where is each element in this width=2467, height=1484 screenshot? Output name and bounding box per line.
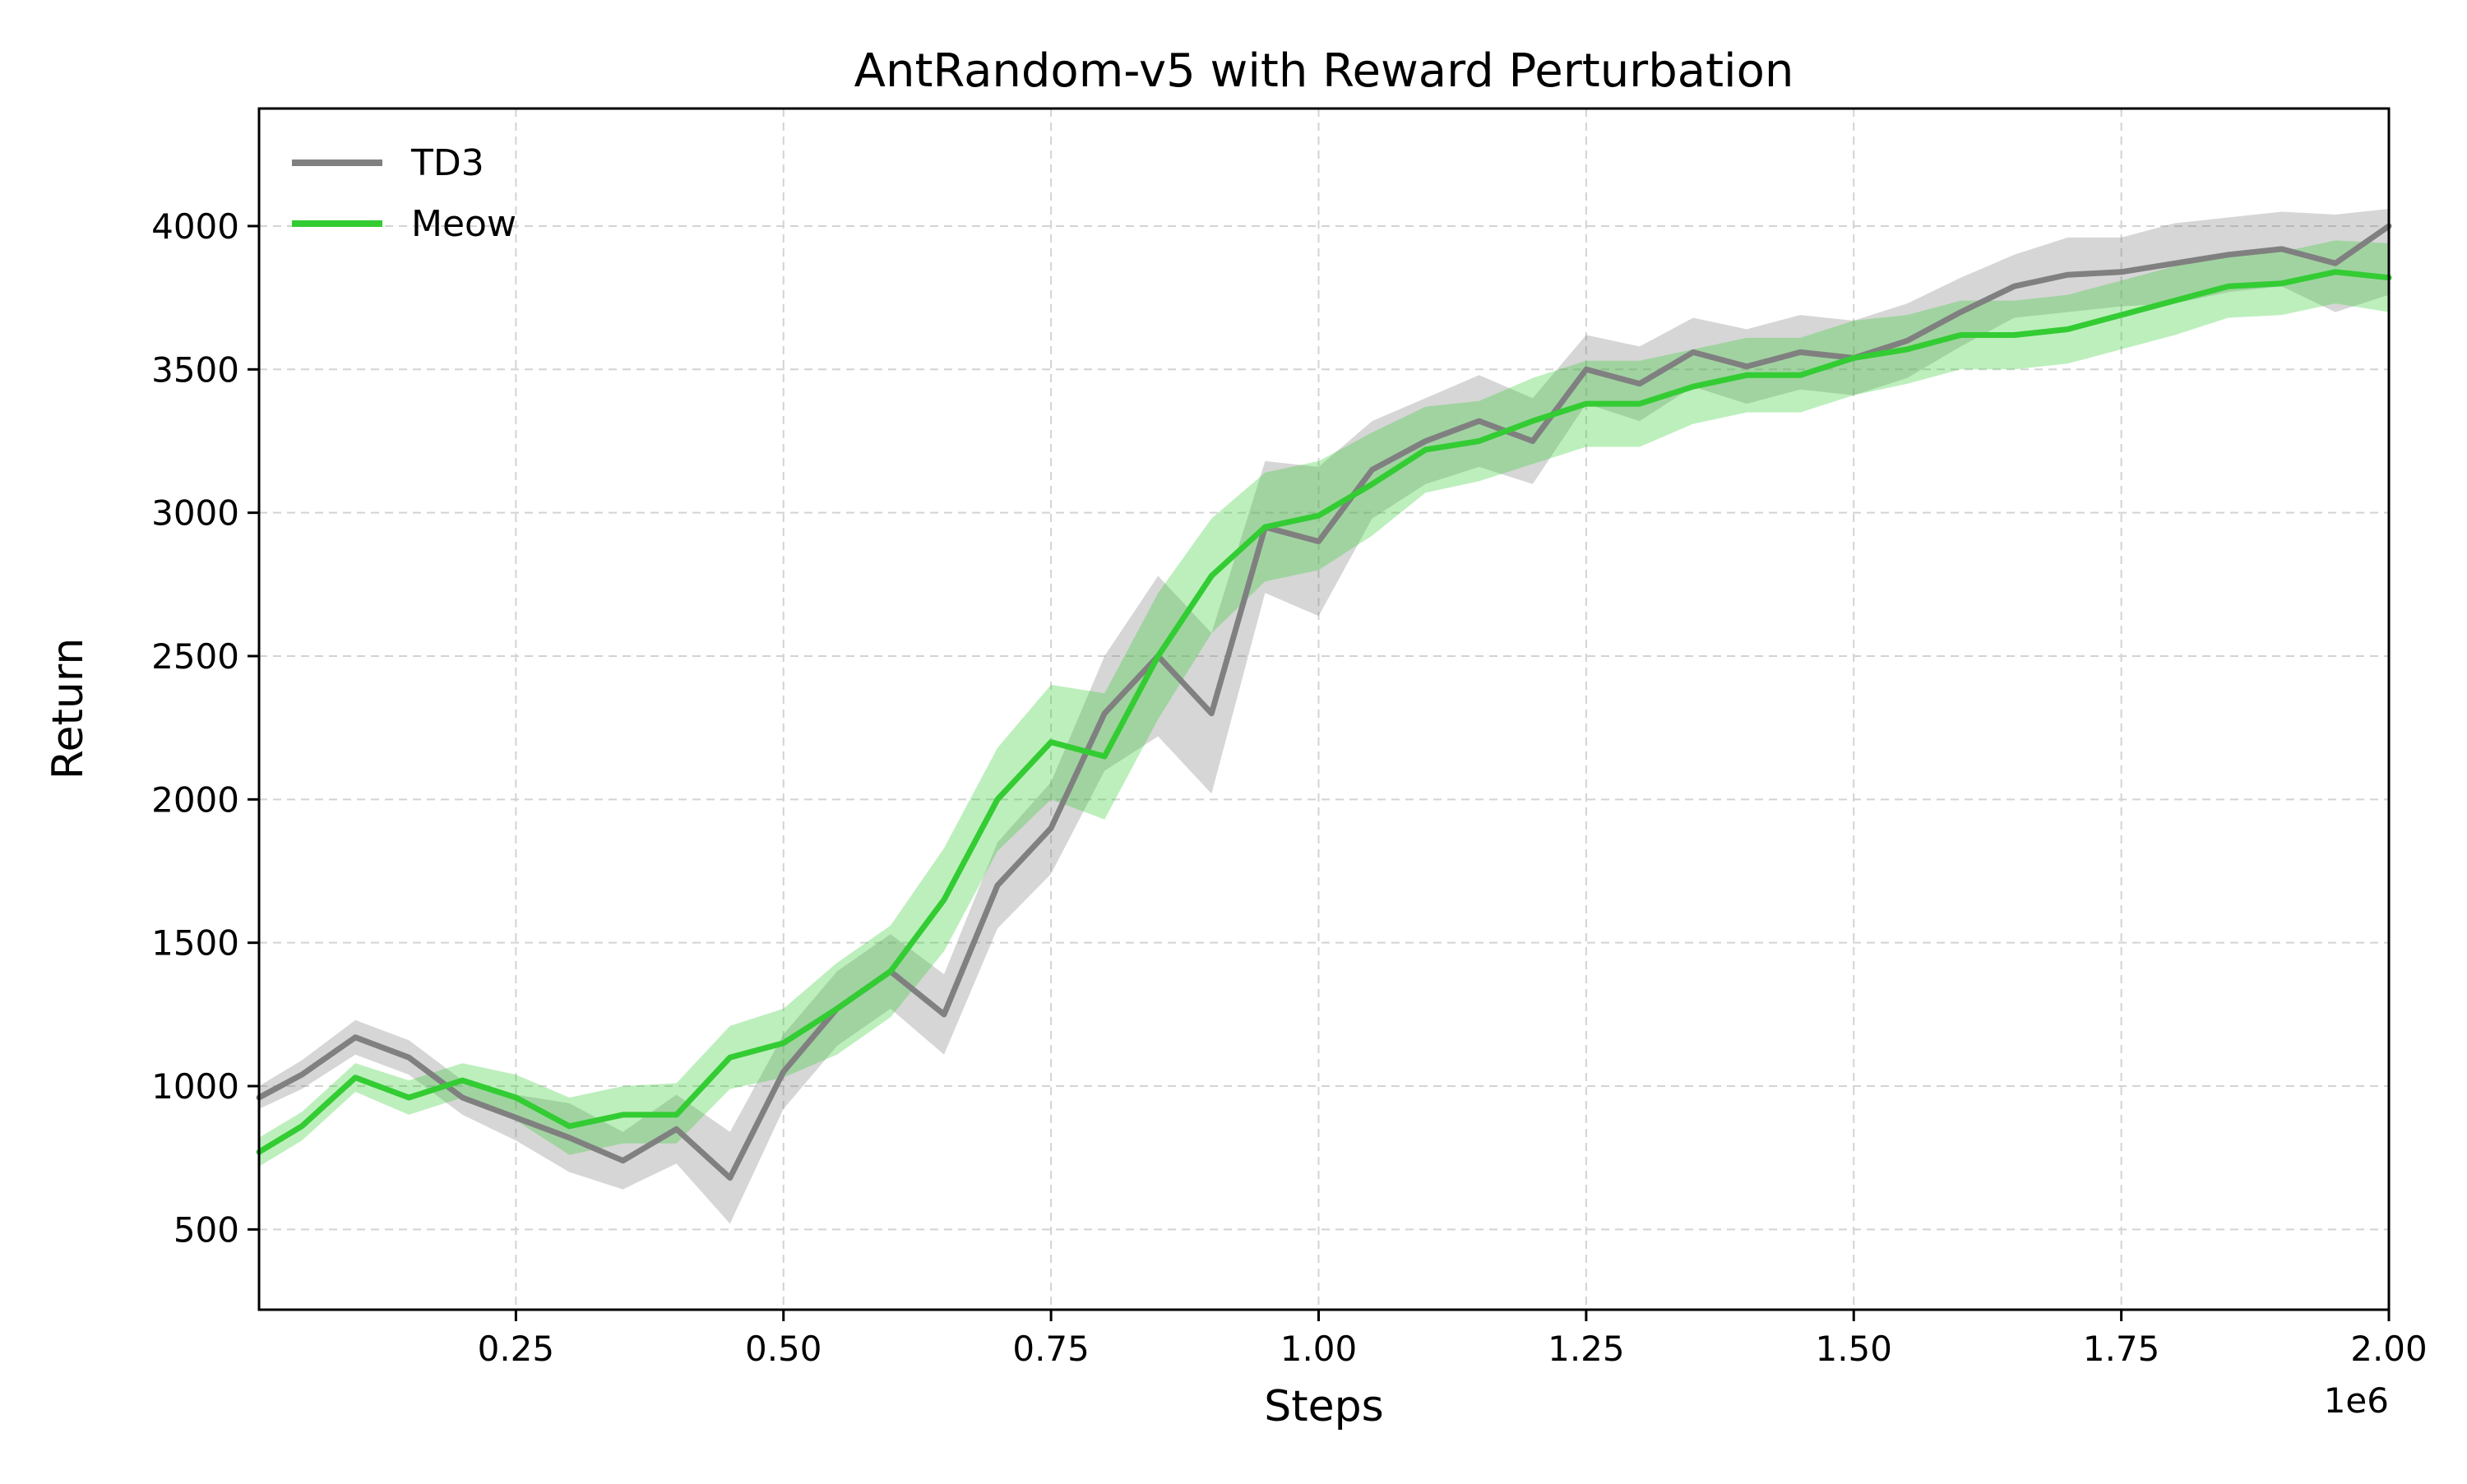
meow-series-line [256,269,2392,1155]
x-tick-label: 1.00 [1280,1329,1358,1369]
y-tick-label: 3500 [151,349,239,390]
legend: TD3 Meow [292,142,516,245]
x-tick-label: 1.25 [1548,1329,1625,1369]
y-tick-label: 3000 [151,493,239,534]
x-tick-label: 0.25 [478,1329,555,1369]
x-tick-label: 1.75 [2083,1329,2160,1369]
x-axis-ticks: 0.25 0.50 0.75 1.00 1.25 1.50 1.75 2.00 [478,1310,2428,1369]
meow-confidence-band [259,240,2389,1167]
y-tick-label: 1500 [151,923,239,964]
chart-title: AntRandom-v5 with Reward Perturbation [854,44,1794,98]
x-tick-label: 0.50 [745,1329,822,1369]
x-tick-label: 0.75 [1012,1329,1090,1369]
line-layer [256,223,2392,1181]
x-tick-label: 1.50 [1815,1329,1892,1369]
y-tick-label: 2000 [151,779,239,820]
y-axis-label: Return [44,638,93,780]
y-tick-label: 4000 [151,206,239,247]
td3-series-line [256,223,2392,1181]
x-axis-offset-label: 1e6 [2324,1380,2389,1421]
y-tick-label: 1000 [151,1066,239,1107]
x-axis-label: Steps [1264,1382,1384,1431]
legend-label-td3: TD3 [410,142,484,184]
x-tick-label: 2.00 [2350,1329,2428,1369]
y-axis-ticks: 500 1000 1500 2000 2500 3000 3500 4000 [151,206,259,1250]
y-tick-label: 2500 [151,636,239,677]
y-tick-label: 500 [174,1209,239,1250]
plot-frame [257,107,2391,1311]
band-layer [259,209,2389,1224]
legend-label-meow: Meow [411,203,516,245]
